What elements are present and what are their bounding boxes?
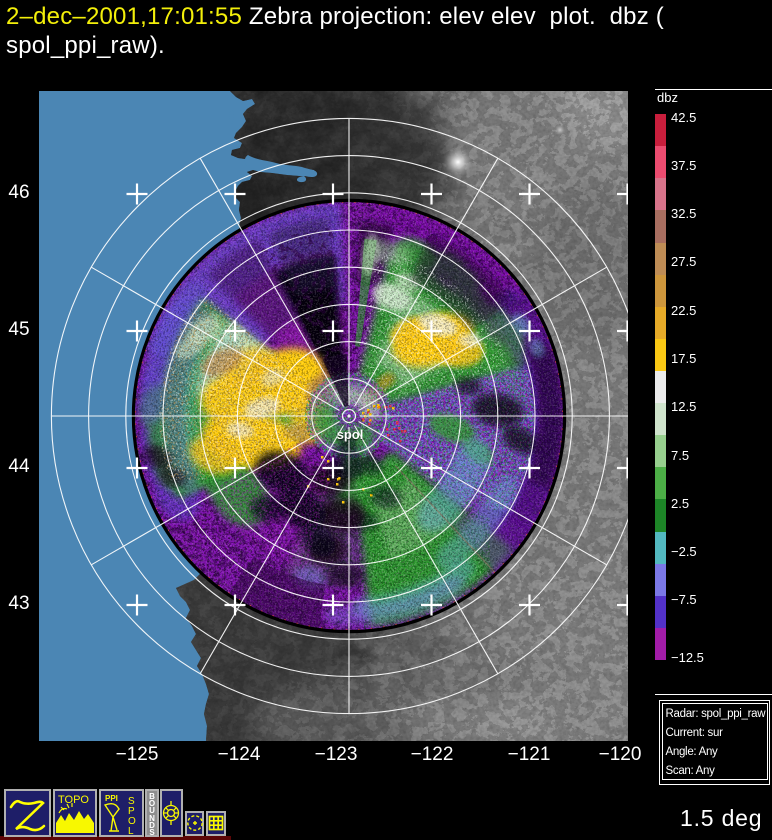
svg-text:PPI: PPI [105, 794, 118, 803]
svg-text:TOPO: TOPO [58, 794, 89, 806]
svg-text:L: L [128, 826, 134, 835]
svg-text:O: O [128, 816, 136, 827]
svg-text:S: S [128, 796, 135, 807]
svg-text:P: P [128, 806, 135, 817]
